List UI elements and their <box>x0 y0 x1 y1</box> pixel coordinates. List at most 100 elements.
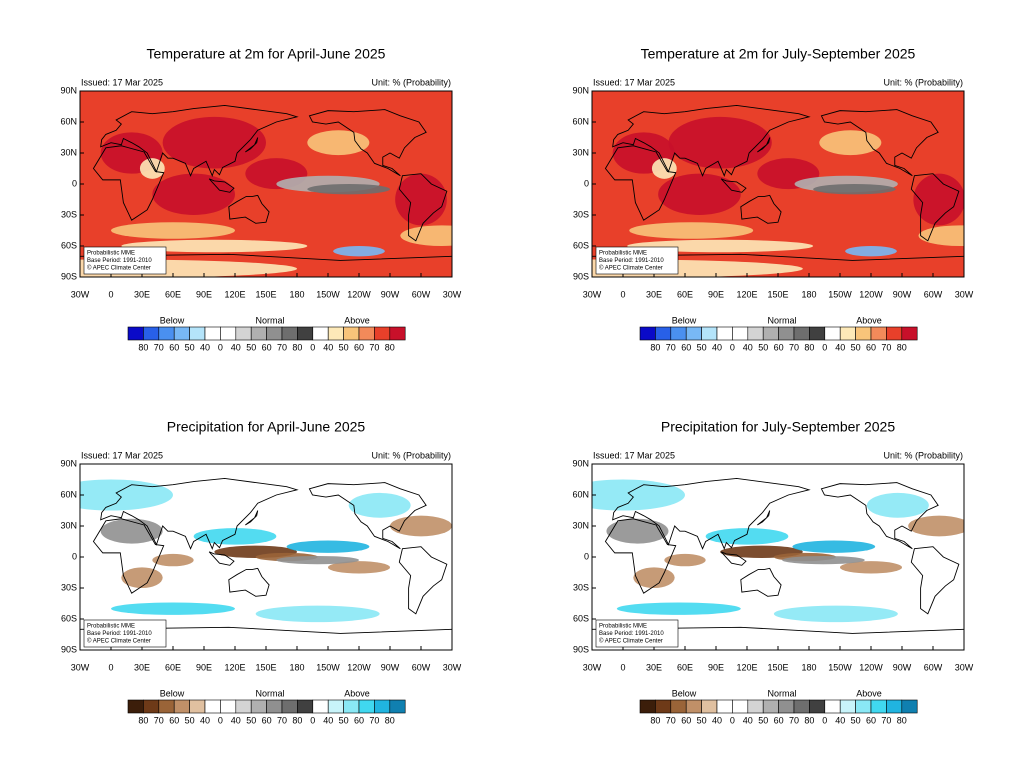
legend-tick-label: 70 <box>881 342 891 352</box>
legend-swatch <box>870 326 887 341</box>
legend-swatch <box>173 326 190 341</box>
x-axis-label: 120E <box>736 662 757 672</box>
legend-tick-label: 60 <box>262 715 272 725</box>
legend-tick-label: 60 <box>681 715 691 725</box>
legend-tick-label: 50 <box>246 715 256 725</box>
x-axis-label: 120E <box>224 662 245 672</box>
coastline <box>92 518 165 594</box>
x-axis-label: 150E <box>767 289 788 299</box>
coastline <box>740 194 782 224</box>
y-axis-label: 60N <box>60 116 77 126</box>
note-text: Probabilistic MME <box>87 251 135 257</box>
legend-swatch <box>173 699 190 714</box>
legend-tick-label: 40 <box>323 715 333 725</box>
x-axis-label: 150W <box>828 662 852 672</box>
x-axis-label: 30W <box>71 289 90 299</box>
coastline <box>100 478 299 550</box>
x-axis-label: 30W <box>583 289 602 299</box>
legend-swatch <box>901 326 918 341</box>
legend-tick-label: 0 <box>310 342 315 352</box>
panel-title: Precipitation for July-September 2025 <box>661 419 895 435</box>
y-axis-label: 30N <box>60 520 77 530</box>
probability-area <box>918 225 964 246</box>
note-text: © APEC Climate Center <box>87 638 151 645</box>
legend-group-label: Above <box>344 315 370 325</box>
legend-swatch <box>312 699 329 714</box>
y-axis-label: 0 <box>72 551 77 561</box>
probability-area <box>307 130 370 156</box>
legend-swatch <box>747 326 764 341</box>
y-axis-label: 30S <box>61 582 77 592</box>
unit-label: Unit: % (Probability) <box>371 77 451 87</box>
probability-area <box>400 225 452 246</box>
legend-tick-label: 40 <box>743 342 753 352</box>
legend-swatch <box>670 699 687 714</box>
unit-label: Unit: % (Probability) <box>883 77 963 87</box>
legend-swatch <box>778 326 795 341</box>
x-axis-label: 90E <box>708 662 724 672</box>
legend-swatch <box>732 326 749 341</box>
x-axis-label: 120W <box>859 662 883 672</box>
legend-swatch <box>220 699 237 714</box>
probability-area <box>819 130 882 156</box>
y-axis-label: 30N <box>572 147 589 157</box>
legend-tick-label: 50 <box>339 715 349 725</box>
legend-tick-label: 70 <box>666 342 676 352</box>
legend-tick-label: 50 <box>758 342 768 352</box>
legend-tick-label: 80 <box>292 342 302 352</box>
legend-tick-label: 80 <box>804 715 814 725</box>
probability-area <box>651 158 677 179</box>
y-axis-label: 0 <box>584 551 589 561</box>
x-axis-label: 30E <box>646 289 662 299</box>
x-axis-label: 120E <box>736 289 757 299</box>
legend-swatch <box>374 326 391 341</box>
legend-tick-label: 60 <box>681 342 691 352</box>
x-axis-label: 60W <box>412 662 431 672</box>
legend-swatch <box>809 699 826 714</box>
legend-swatch <box>235 326 252 341</box>
x-axis-label: 0 <box>620 662 625 672</box>
panel-title: Precipitation for April-June 2025 <box>167 419 366 435</box>
x-axis-label: 120W <box>347 662 371 672</box>
legend-swatch <box>762 699 779 714</box>
legend-swatch <box>389 326 406 341</box>
note-text: Probabilistic MME <box>599 251 647 257</box>
x-axis-label: 150E <box>255 662 276 672</box>
probability-area <box>616 602 741 615</box>
legend-swatch <box>358 699 375 714</box>
probability-area <box>773 605 898 623</box>
probability-area <box>658 173 741 215</box>
legend-swatch <box>855 699 872 714</box>
probability-area <box>152 173 235 215</box>
coastline <box>308 482 427 550</box>
legend-tick-label: 50 <box>697 715 707 725</box>
coastline <box>820 482 939 550</box>
legend-swatch <box>389 699 406 714</box>
legend-swatch <box>327 699 344 714</box>
y-axis-label: 90S <box>573 271 589 281</box>
legend-group-label: Above <box>856 688 882 698</box>
x-axis-label: 150E <box>255 289 276 299</box>
probability-area <box>668 116 772 169</box>
coastline <box>757 137 771 153</box>
issued-label: Issued: 17 Mar 2025 <box>81 77 163 87</box>
legend-tick-label: 60 <box>169 342 179 352</box>
y-axis-label: 30S <box>61 209 77 219</box>
x-axis-label: 90E <box>196 662 212 672</box>
legend-swatch <box>701 326 718 341</box>
legend-tick-label: 40 <box>231 715 241 725</box>
y-axis-label: 60N <box>60 489 77 499</box>
x-axis-label: 120W <box>859 289 883 299</box>
coastline <box>740 567 782 597</box>
coastline <box>604 145 677 221</box>
x-axis-label: 60E <box>677 289 693 299</box>
legend-tick-label: 0 <box>310 715 315 725</box>
coastline <box>757 510 771 526</box>
y-axis-label: 0 <box>584 178 589 188</box>
legend-tick-label: 0 <box>218 715 223 725</box>
legend-swatch <box>762 326 779 341</box>
probability-area <box>390 515 452 537</box>
legend-swatch <box>220 326 237 341</box>
legend-tick-label: 60 <box>169 715 179 725</box>
